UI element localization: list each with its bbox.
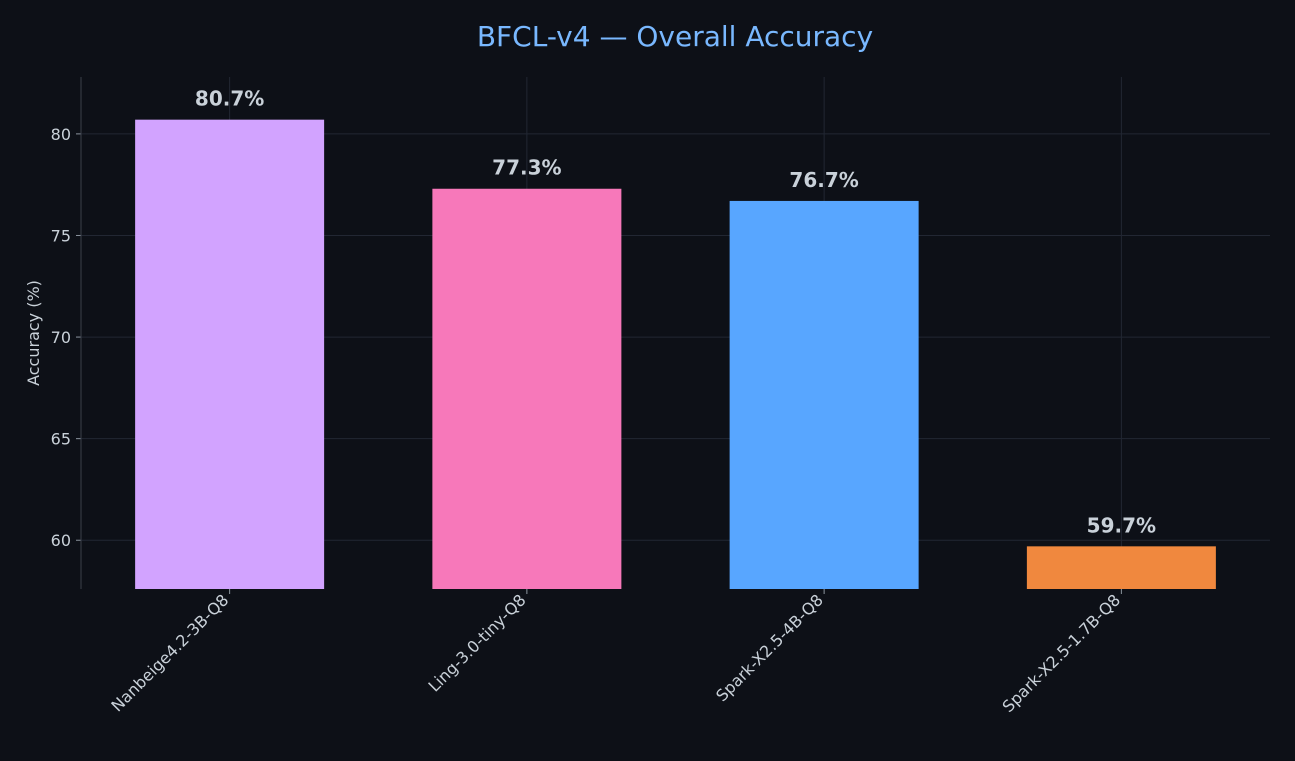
bar [135,119,325,590]
data-label: 59.7% [1087,513,1156,537]
y-tick-label: 65 [51,430,71,449]
bars-layer [135,119,1216,590]
y-tick-label: 60 [51,531,71,550]
x-tick-label: Spark-X2.5-4B-Q8 [712,590,827,705]
bar [1026,546,1216,589]
x-tick-label: Nanbeige4.2-3B-Q8 [107,590,232,715]
data-label: 76.7% [789,168,858,192]
y-axis-label: Accuracy (%) [24,280,43,386]
y-tick-label: 70 [51,328,71,347]
data-label: 77.3% [492,156,561,180]
y-tick-label: 75 [51,226,71,245]
chart-title: BFCL-v4 — Overall Accuracy [477,20,873,53]
bar [432,188,622,589]
x-tick-label: Spark-X2.5-1.7B-Q8 [999,590,1125,716]
bar [729,200,919,589]
y-tick-label: 80 [51,125,71,144]
data-labels-layer: 80.7% 77.3% 76.7% 59.7% [195,87,1156,538]
data-label: 80.7% [195,87,264,111]
x-tick-label: Ling-3.0-tiny-Q8 [424,590,529,695]
